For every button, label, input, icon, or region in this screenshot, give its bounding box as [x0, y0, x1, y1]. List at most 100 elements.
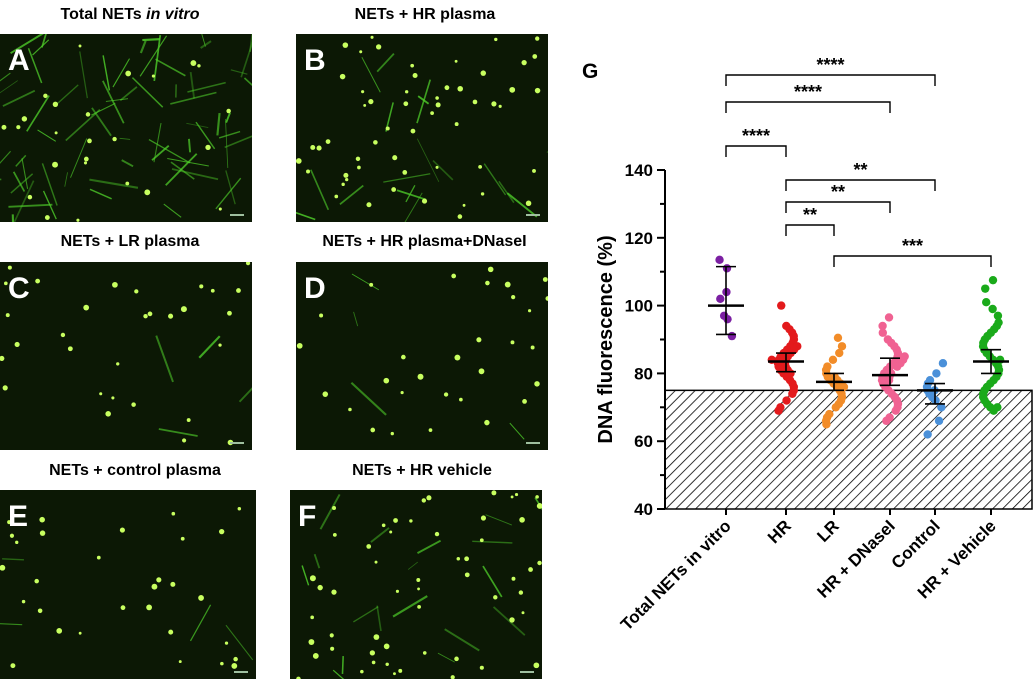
nucleus-dot [148, 312, 153, 317]
panel-a-title: Total NETs in vitro [10, 6, 250, 24]
nucleus-dot [61, 333, 65, 337]
nucleus-dot [384, 644, 390, 650]
nucleus-dot [455, 60, 458, 63]
nucleus-dot [411, 129, 416, 134]
data-point [935, 417, 943, 425]
nucleus-dot [537, 561, 541, 565]
nucleus-dot [451, 274, 456, 279]
nucleus-dot [226, 109, 230, 113]
nucleus-dot [79, 45, 82, 48]
nucleus-dot [236, 288, 241, 293]
nucleus-dot [15, 541, 18, 544]
micrograph-background [0, 490, 256, 679]
nucleus-dot [310, 575, 316, 581]
nucleus-dot [458, 214, 463, 219]
nucleus-dot [220, 662, 224, 666]
nucleus-dot [473, 100, 478, 105]
nucleus-dot [297, 343, 303, 349]
data-point [932, 369, 940, 377]
nucleus-dot [112, 137, 116, 141]
data-point [715, 256, 723, 264]
nucleus-dot [417, 588, 420, 591]
nucleus-dot [481, 70, 486, 75]
micrograph-background [0, 34, 252, 222]
nucleus-dot [6, 313, 10, 317]
panel-letter-a: A [8, 44, 30, 78]
nucleus-dot [476, 337, 481, 342]
data-point [885, 313, 893, 321]
nucleus-dot [343, 42, 349, 48]
nucleus-dot [485, 281, 490, 286]
nucleus-dot [488, 267, 494, 273]
nucleus-dot [374, 634, 380, 640]
nucleus-dot [417, 605, 421, 609]
nucleus-dot [371, 36, 374, 39]
nucleus-dot [383, 378, 389, 384]
nucleus-dot [218, 343, 221, 346]
nucleus-dot [435, 532, 439, 536]
nucleus-dot [84, 157, 89, 162]
panel-letter-d: D [304, 272, 326, 306]
nucleus-dot [522, 399, 527, 404]
panel-b-title: NETs + HR plasma [300, 6, 550, 24]
nucleus-dot [121, 605, 126, 610]
nucleus-dot [375, 561, 378, 564]
nucleus-dot [435, 96, 439, 100]
nucleus-dot [370, 428, 375, 433]
nucleus-dot [359, 50, 362, 53]
net-fiber [142, 39, 160, 40]
scale-bar [526, 442, 540, 444]
nucleus-dot [34, 579, 38, 583]
nucleus-dot [505, 282, 511, 288]
nucleus-dot [179, 660, 182, 663]
nucleus-dot [84, 161, 87, 164]
y-tick-label: 40 [634, 500, 653, 519]
panel-d-title-text: NETs + HR plasma+DNaseI [322, 233, 526, 250]
nucleus-dot [182, 438, 186, 442]
data-point [989, 406, 997, 414]
nucleus-dot [53, 102, 58, 107]
nucleus-dot [3, 385, 8, 390]
nucleus-dot [413, 73, 418, 78]
panel-d-title: NETs + HR plasma+DNaseI [292, 233, 557, 251]
data-point [829, 356, 837, 364]
nucleus-dot [310, 616, 314, 620]
nucleus-dot [143, 314, 147, 318]
nucleus-dot [457, 557, 461, 561]
scale-bar [526, 214, 540, 216]
x-category-label: LR [813, 516, 842, 545]
significance-bracket [786, 225, 834, 236]
significance-bracket [786, 180, 935, 191]
nucleus-dot [22, 116, 27, 121]
nucleus-dot [144, 189, 150, 195]
nucleus-dot [341, 183, 344, 186]
nucleus-dot [197, 64, 200, 67]
nucleus-dot [105, 411, 111, 417]
nucleus-dot [534, 381, 539, 386]
nucleus-dot [332, 506, 336, 510]
nucleus-dot [40, 530, 45, 535]
nucleus-dot [457, 86, 463, 92]
nucleus-dot [436, 102, 441, 107]
panel-e-title: NETs + control plasma [10, 462, 260, 480]
nucleus-dot [455, 122, 459, 126]
net-fiber [342, 656, 343, 674]
nucleus-dot [43, 94, 47, 98]
nucleus-dot [52, 162, 58, 168]
nucleus-dot [56, 628, 62, 634]
nucleus-dot [393, 518, 398, 523]
nucleus-dot [233, 657, 238, 662]
nucleus-dot [509, 617, 514, 622]
nucleus-dot [146, 605, 152, 611]
nucleus-dot [15, 342, 20, 347]
micrograph-e: E [0, 490, 256, 679]
nucleus-dot [526, 201, 532, 207]
nucleus-dot [445, 85, 450, 90]
nucleus-dot [330, 633, 334, 637]
nucleus-dot [479, 368, 485, 374]
data-point [788, 390, 796, 398]
significance-label: **** [742, 126, 770, 146]
net-fiber [2, 559, 24, 560]
nucleus-dot [531, 346, 535, 350]
y-tick-label: 100 [625, 297, 653, 316]
